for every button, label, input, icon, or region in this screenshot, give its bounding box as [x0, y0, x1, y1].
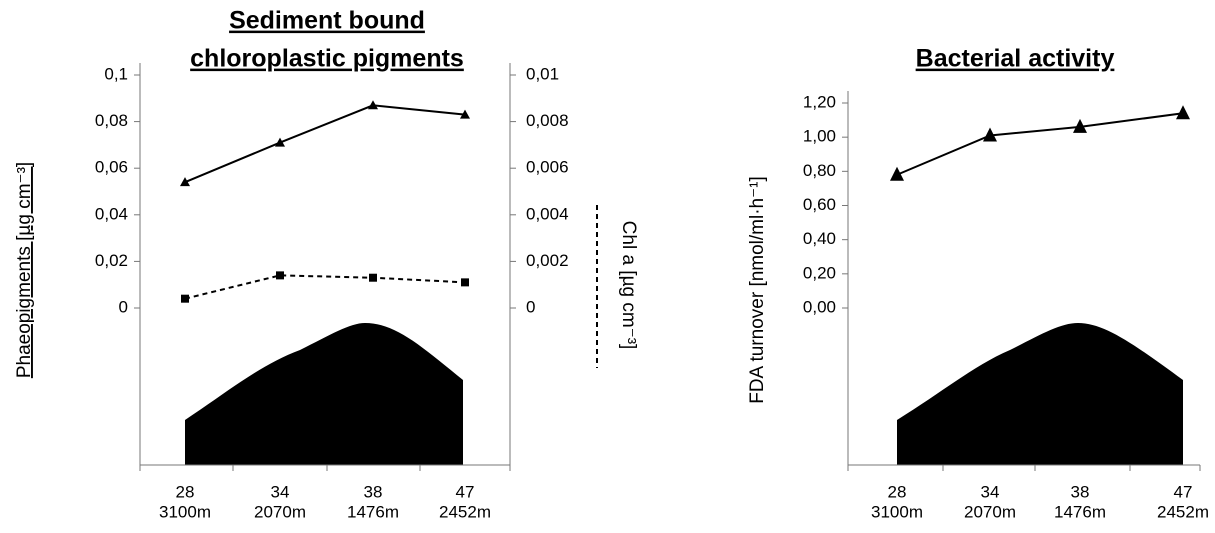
x-tick-label: 28 — [888, 482, 907, 501]
y-tick-label: 0,80 — [803, 161, 836, 180]
data-point — [983, 127, 997, 142]
x-tick-sublabel: 3100m — [159, 502, 211, 521]
y-tick-label: 0,00 — [803, 297, 836, 316]
y-tick-label: 0,20 — [803, 263, 836, 282]
y-tick-label: 0,04 — [95, 204, 128, 223]
x-tick-label: 47 — [1174, 482, 1193, 501]
y2-axis-label: Chl a [µg cm⁻³] — [618, 221, 639, 350]
chart-title: Bacterial activity — [916, 45, 1115, 73]
seafloor-profile — [897, 323, 1183, 465]
data-point — [180, 177, 190, 187]
series-line — [184, 104, 466, 184]
series-line — [896, 112, 1184, 176]
y-tick-label: 0,40 — [803, 229, 836, 248]
data-point — [275, 137, 285, 147]
data-point — [368, 100, 378, 110]
data-point — [890, 166, 904, 181]
x-tick-sublabel: 1476m — [347, 502, 399, 521]
x-tick-sublabel: 2070m — [964, 502, 1016, 521]
y-tick-label: 1,00 — [803, 127, 836, 146]
chart-title: Sediment bound — [229, 7, 425, 35]
data-point — [460, 109, 470, 119]
x-tick-sublabel: 3100m — [871, 502, 923, 521]
x-tick-sublabel: 1476m — [1054, 502, 1106, 521]
y-axis-label: FDA turnover [nmol/ml·h⁻¹] — [747, 176, 768, 404]
y2-tick-label: 0,008 — [526, 111, 569, 130]
y-tick-label: 0,1 — [104, 64, 128, 83]
y-tick-label: 1,20 — [803, 92, 836, 111]
y-axis-label: Phaeopigments [µg cm⁻³] — [14, 162, 35, 378]
chart-title: chloroplastic pigments — [190, 45, 464, 73]
x-tick-sublabel: 2452m — [1157, 502, 1209, 521]
y2-tick-label: 0 — [526, 297, 535, 316]
x-tick-label: 34 — [271, 482, 290, 501]
x-tick-sublabel: 2452m — [439, 502, 491, 521]
data-point — [369, 273, 377, 282]
y-tick-label: 0,02 — [95, 251, 128, 270]
y2-tick-label: 0,004 — [526, 204, 569, 223]
data-point — [276, 271, 284, 280]
y2-tick-label: 0,006 — [526, 158, 569, 177]
data-point — [1073, 118, 1087, 133]
seafloor-profile — [185, 323, 463, 465]
x-tick-label: 38 — [1071, 482, 1090, 501]
x-tick-label: 28 — [176, 482, 195, 501]
data-point — [461, 278, 469, 287]
x-tick-label: 47 — [456, 482, 475, 501]
data-point — [181, 294, 189, 303]
x-tick-label: 38 — [364, 482, 383, 501]
x-tick-sublabel: 2070m — [254, 502, 306, 521]
data-point — [1176, 105, 1190, 120]
y-tick-label: 0,60 — [803, 195, 836, 214]
y2-tick-label: 0,01 — [526, 64, 559, 83]
series-line — [184, 274, 466, 300]
x-tick-label: 34 — [981, 482, 1000, 501]
y-tick-label: 0,06 — [95, 158, 128, 177]
y-tick-label: 0,08 — [95, 111, 128, 130]
y-tick-label: 0 — [119, 297, 128, 316]
y2-tick-label: 0,002 — [526, 251, 569, 270]
